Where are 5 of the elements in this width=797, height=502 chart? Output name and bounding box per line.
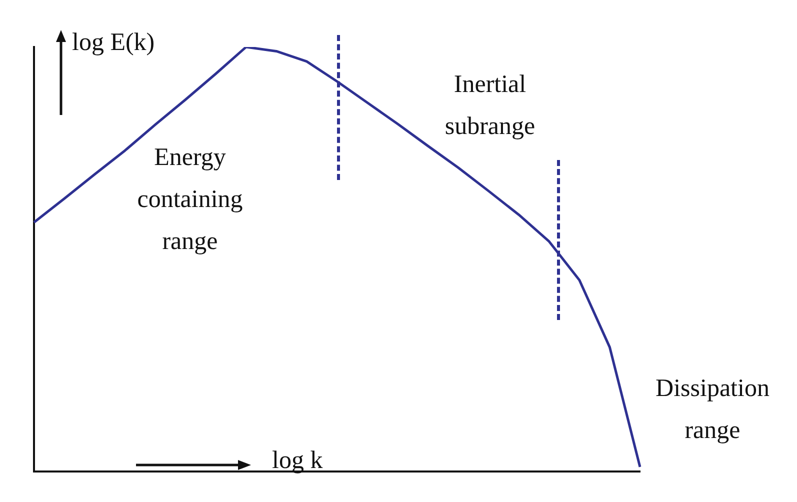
y-axis-title: log E(k)	[72, 28, 156, 58]
annotation: Inertial subrange	[444, 70, 536, 142]
text: Dissipation range	[654, 374, 770, 446]
x-axis-title: log k	[272, 446, 324, 476]
annotation: Energy containing range	[136, 143, 244, 257]
